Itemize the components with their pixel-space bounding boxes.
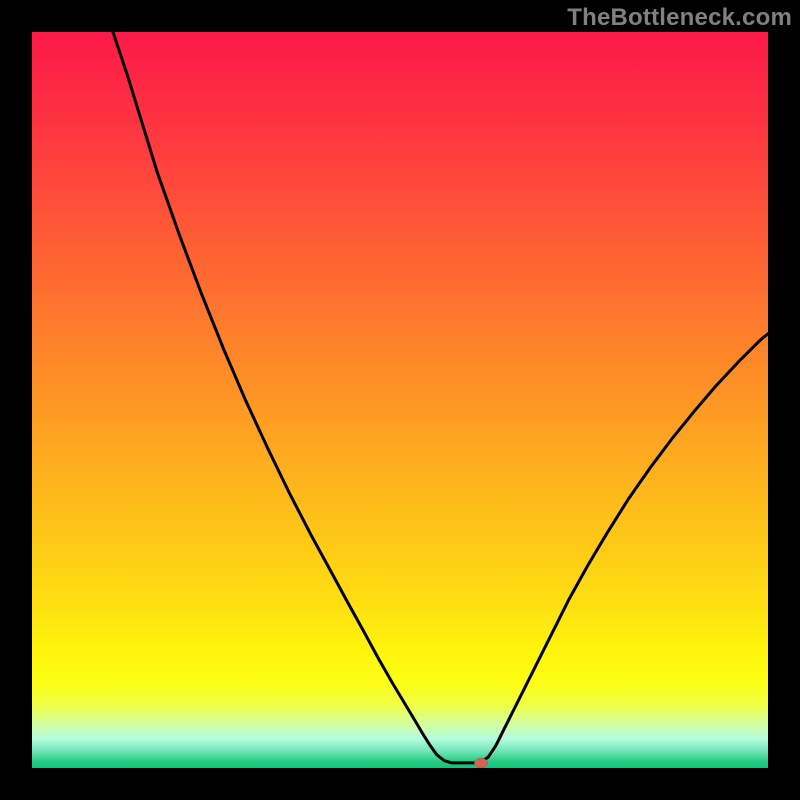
optimum-marker <box>474 758 487 768</box>
bottleneck-curve-chart <box>32 32 768 768</box>
watermark-text: TheBottleneck.com <box>567 4 792 32</box>
chart-background <box>32 32 768 768</box>
